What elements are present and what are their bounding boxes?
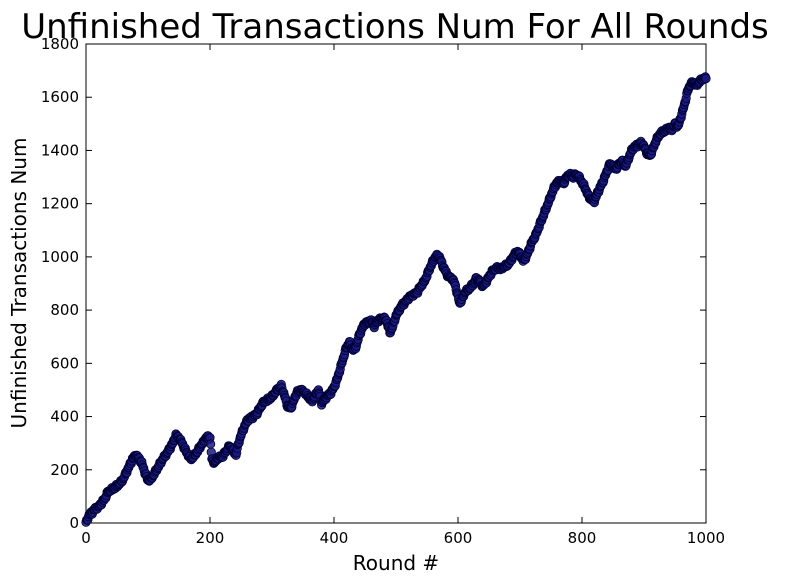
- scatter-point: [701, 73, 711, 84]
- scatter-points: [81, 72, 711, 527]
- y-tick-label: 400: [50, 408, 79, 426]
- y-tick-label: 1600: [41, 88, 79, 106]
- y-tick-label: 1000: [41, 248, 79, 266]
- x-tick-label: 600: [444, 529, 473, 547]
- y-tick-label: 1800: [41, 35, 79, 53]
- y-axis-label: Unfinished Transactions Num: [7, 138, 31, 429]
- chart-title: Unfinished Transactions Num For All Roun…: [21, 7, 769, 47]
- plot-area-frame: [85, 43, 707, 524]
- y-tick-label: 1400: [41, 141, 79, 159]
- x-tick-label: 400: [320, 529, 349, 547]
- x-tick-label: 0: [81, 529, 91, 547]
- y-axis-ticks: 0 200 400 600 800 1000 1200 1400 1600 1800: [41, 35, 706, 532]
- x-tick-label: 800: [568, 529, 597, 547]
- x-tick-label: 200: [196, 529, 225, 547]
- scatter-point: [206, 439, 216, 449]
- y-tick-label: 600: [50, 354, 79, 372]
- y-tick-label: 800: [50, 301, 79, 319]
- y-tick-label: 200: [50, 461, 79, 479]
- y-tick-label: 1200: [41, 195, 79, 213]
- y-tick-label: 0: [69, 514, 79, 532]
- x-axis-ticks: 0 200 400 600 800 1000: [81, 44, 725, 547]
- x-tick-label: 1000: [687, 529, 725, 547]
- x-axis-label: Round #: [353, 551, 439, 575]
